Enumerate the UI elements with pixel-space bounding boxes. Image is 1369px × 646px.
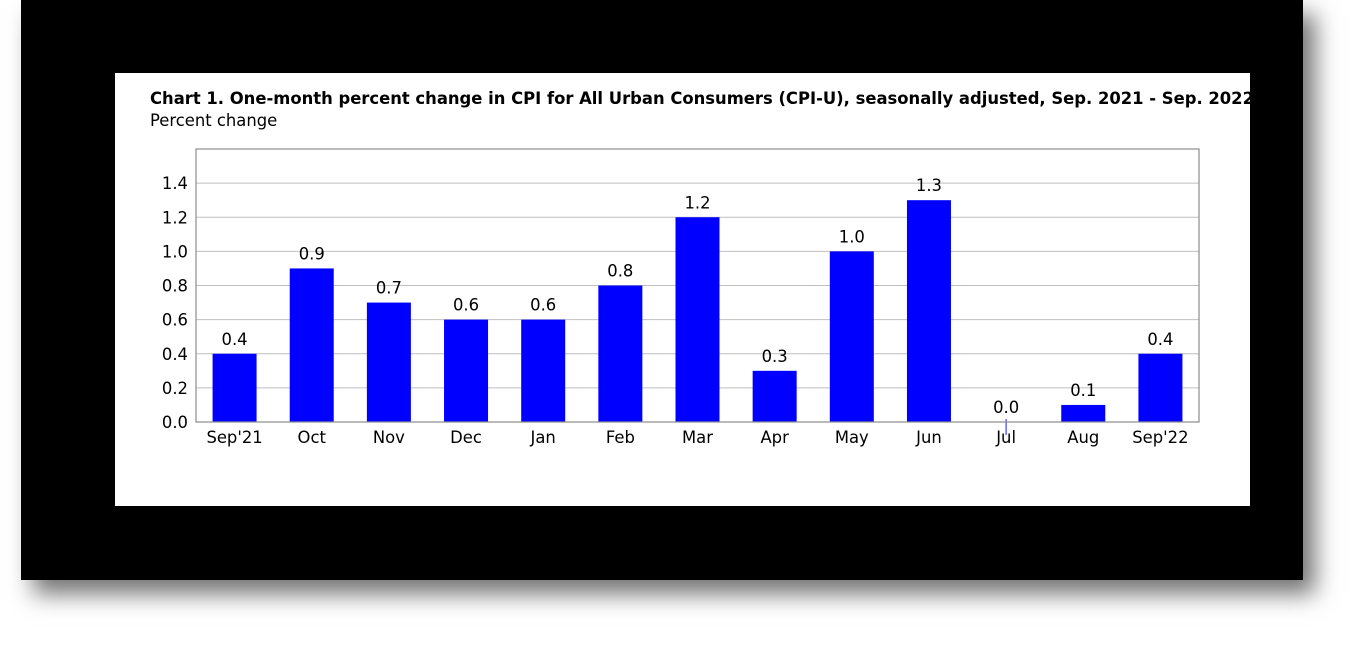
- bar: [366, 302, 411, 422]
- y-tick-label: 1.2: [162, 208, 188, 227]
- x-tick-label: May: [835, 428, 869, 447]
- x-tick-label: Oct: [298, 428, 327, 447]
- x-tick-label: Sep'22: [1132, 428, 1188, 447]
- data-label: 0.1: [1070, 381, 1096, 400]
- data-label: 0.8: [607, 262, 633, 281]
- chart-title: Chart 1. One-month percent change in CPI…: [150, 89, 1254, 108]
- x-tick-label: Feb: [606, 428, 635, 447]
- data-label: 0.0: [993, 398, 1019, 417]
- bar: [752, 370, 797, 422]
- y-tick-label: 0.4: [162, 345, 188, 364]
- bar: [1061, 404, 1106, 422]
- bar: [521, 319, 566, 422]
- data-label: 0.4: [1147, 330, 1173, 349]
- x-tick-label: Apr: [760, 428, 789, 447]
- x-tick-label: Jul: [995, 428, 1016, 447]
- x-tick-label: Jan: [530, 428, 556, 447]
- axes: [195, 148, 1200, 423]
- y-tick-label: 1.0: [162, 242, 188, 261]
- bar: [598, 285, 643, 422]
- bars: [212, 200, 1183, 435]
- x-tick-label: Mar: [682, 428, 713, 447]
- labels: 0.0 0.2 0.4 0.6 0.8 1.0 1.2 1.4 0.4 Sep'21 0.9 Oct 0…: [162, 174, 1189, 447]
- bar: [1138, 353, 1183, 422]
- y-tick-label: 0.2: [162, 379, 188, 398]
- x-tick-label: Dec: [450, 428, 482, 447]
- chart-subtitle: Percent change: [150, 111, 278, 130]
- y-tick-label: 1.4: [162, 174, 188, 193]
- data-label: 1.2: [684, 193, 710, 212]
- black-frame: Chart 1. One-month percent change in CPI…: [21, 0, 1303, 580]
- bar: [212, 353, 257, 422]
- y-tick-label: 0.8: [162, 277, 188, 296]
- data-label: 0.6: [530, 296, 556, 315]
- bar: [289, 268, 334, 422]
- y-tick-label: 0.0: [162, 413, 188, 432]
- chart-panel: Chart 1. One-month percent change in CPI…: [115, 73, 1254, 506]
- data-label: 1.3: [916, 176, 942, 195]
- data-label: 0.9: [299, 244, 325, 263]
- bar: [829, 251, 874, 422]
- y-tick-label: 0.6: [162, 311, 188, 330]
- bar-chart: 0.0 0.2 0.4 0.6 0.8 1.0 1.2 1.4 0.4 Sep'21 0.9 Oct 0…: [162, 148, 1200, 447]
- x-tick-label: Nov: [373, 428, 405, 447]
- data-label: 0.6: [453, 296, 479, 315]
- x-tick-label: Sep'21: [206, 428, 262, 447]
- bar: [906, 200, 951, 422]
- bar: [675, 217, 720, 422]
- x-tick-label: Jun: [915, 428, 942, 447]
- data-label: 1.0: [839, 227, 865, 246]
- data-label: 0.7: [376, 279, 402, 298]
- x-tick-label: Aug: [1067, 428, 1099, 447]
- plot-border: [195, 148, 1200, 423]
- data-label: 0.3: [762, 347, 788, 366]
- data-label: 0.4: [222, 330, 248, 349]
- bar: [444, 319, 489, 422]
